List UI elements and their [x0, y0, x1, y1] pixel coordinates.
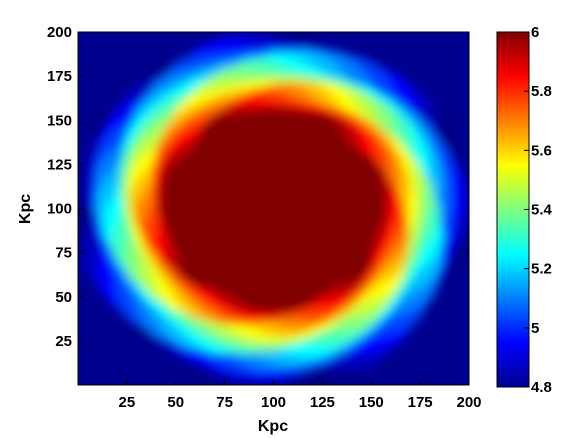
x-axis-ticks: 25 50 75 100 125 150 175 200 [119, 380, 482, 411]
x-tick-label: 125 [310, 394, 335, 411]
x-tick-label: 200 [456, 394, 481, 411]
x-tick-label: 150 [359, 394, 384, 411]
colorbar-tick-label: 5.8 [531, 83, 552, 100]
y-tick-label: 75 [55, 245, 72, 262]
y-axis-ticks: 25 50 75 100 125 150 175 200 [47, 24, 83, 350]
colorbar-tick-label: 4.8 [531, 379, 552, 396]
x-tick-label: 25 [119, 394, 136, 411]
colorbar: 6 5.8 5.6 5.4 5.2 5 4.8 [496, 24, 553, 396]
y-tick-label: 100 [47, 201, 72, 218]
colorbar-tick-label: 5.6 [531, 142, 552, 159]
colorbar-gradient [496, 31, 530, 388]
y-tick-label: 25 [55, 333, 72, 350]
y-tick-label: 200 [47, 24, 72, 41]
colorbar-tick-label: 5.2 [531, 261, 552, 278]
colorbar-tick-label: 5.4 [531, 202, 553, 219]
heatmap-plot [78, 32, 469, 385]
y-tick-label: 125 [47, 156, 72, 173]
x-axis-label: Kpc [258, 418, 288, 435]
x-tick-label: 75 [216, 394, 233, 411]
colorbar-tick-label: 6 [531, 24, 539, 41]
heatmap-contour-level [161, 109, 386, 311]
heatmap-field [78, 32, 469, 385]
colorbar-tick-label: 5 [531, 320, 539, 337]
colorbar-ticks: 6 5.8 5.6 5.4 5.2 5 4.8 [524, 24, 553, 396]
y-tick-label: 175 [47, 68, 72, 85]
y-axis-label: Kpc [17, 194, 34, 224]
x-tick-label: 100 [261, 394, 286, 411]
x-tick-label: 50 [167, 394, 184, 411]
y-tick-label: 50 [55, 289, 72, 306]
y-tick-label: 150 [47, 112, 72, 129]
x-tick-label: 175 [408, 394, 433, 411]
